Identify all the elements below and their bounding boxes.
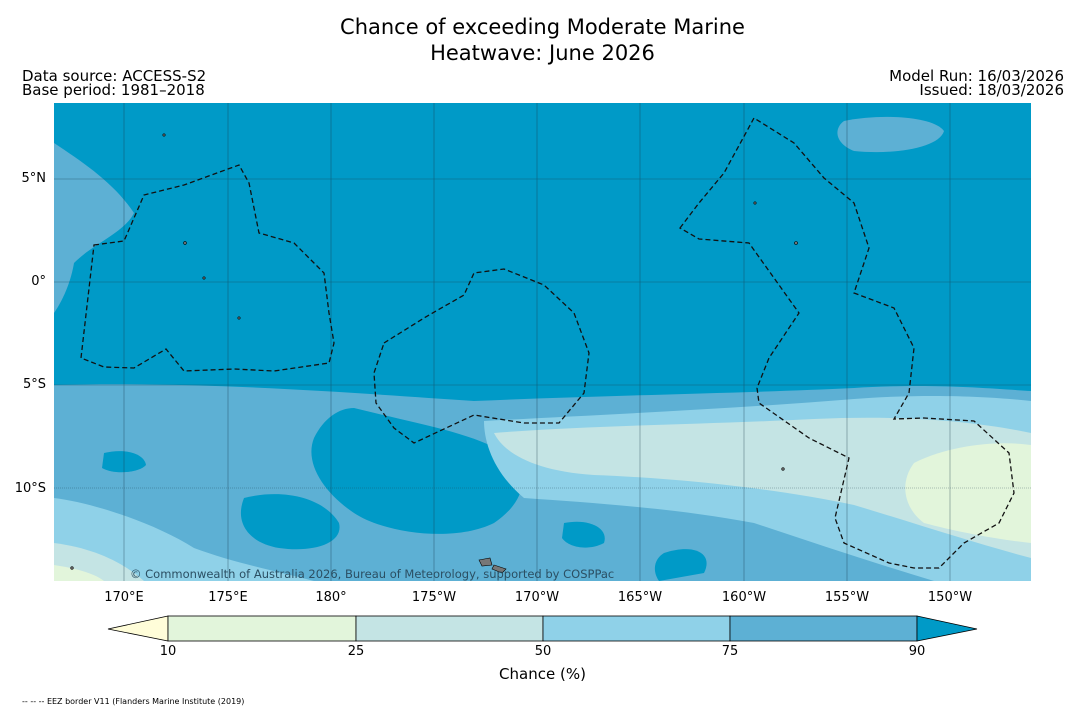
colorbar-segment-above-90 — [916, 615, 978, 642]
zone-75-90-west — [54, 143, 134, 313]
eez-legend: -- -- -- EEZ border V11 (Flanders Marine… — [22, 697, 245, 706]
title-line-1: Chance of exceeding Moderate Marine — [340, 15, 745, 39]
zone-above-90-blob-4 — [562, 521, 605, 548]
zone-above-90-blob-5 — [654, 549, 707, 581]
colorbar-tick-75: 75 — [721, 644, 739, 659]
lon-tick-150w: 150°W — [927, 590, 973, 605]
lat-tick-0: 0° — [31, 274, 46, 289]
copyright-text: © Commonwealth of Australia 2026, Bureau… — [130, 567, 614, 581]
lon-tick-175e: 175°E — [208, 590, 248, 605]
gridlines — [54, 103, 1031, 581]
colorbar-label: Chance (%) — [499, 665, 586, 683]
colorbar-segment-25-50 — [355, 615, 544, 642]
zone-above-90-blob-1 — [311, 408, 523, 534]
zone-10-25-sw — [54, 565, 104, 581]
lat-tick-5s: 5°S — [22, 377, 46, 392]
base-period-text: Base period: 1981–2018 — [22, 81, 205, 99]
lon-tick-165w: 165°W — [617, 590, 663, 605]
lat-tick-10s: 10°S — [14, 481, 46, 496]
islands — [70, 133, 798, 574]
lon-tick-175w: 175°W — [411, 590, 457, 605]
colorbar-tick-90: 90 — [908, 644, 926, 659]
zone-75-90-north — [837, 116, 944, 153]
zone-10-25 — [905, 443, 1031, 543]
issued-text: Issued: 18/03/2026 — [919, 81, 1064, 99]
zone-above-90-blob-2 — [240, 494, 340, 550]
lon-tick-180: 180° — [315, 590, 347, 605]
colorbar-tick-50: 50 — [534, 644, 552, 659]
lon-tick-170e: 170°E — [104, 590, 144, 605]
eez-borders — [80, 117, 1015, 569]
lon-tick-160w: 160°W — [721, 590, 767, 605]
colorbar-segment-below-10 — [107, 615, 169, 642]
data-source-text: Data source: ACCESS-S2 — [22, 67, 207, 85]
lon-tick-170w: 170°W — [514, 590, 560, 605]
colorbar-segment-50-75 — [542, 615, 731, 642]
lat-tick-5n: 5°N — [21, 171, 47, 186]
lon-tick-155w: 155°W — [824, 590, 870, 605]
run-info: Model Run: 16/03/2026 Issued: 18/03/2026 — [889, 67, 1064, 99]
colorbar-segment-75-90 — [729, 615, 918, 642]
map-panel: © Commonwealth of Australia 2026, Bureau… — [54, 103, 1031, 581]
colorbar-segment-10-25 — [167, 615, 357, 642]
model-run-text: Model Run: 16/03/2026 — [889, 67, 1064, 85]
colorbar-tick-10: 10 — [159, 644, 177, 659]
source-info: Data source: ACCESS-S2 Base period: 1981… — [22, 67, 207, 99]
colorbar — [107, 615, 978, 642]
colorbar-tick-25: 25 — [347, 644, 365, 659]
chart-title: Chance of exceeding Moderate Marine Heat… — [0, 14, 1085, 66]
zone-50-75-sw — [54, 498, 314, 581]
title-line-2: Heatwave: June 2026 — [430, 41, 655, 65]
